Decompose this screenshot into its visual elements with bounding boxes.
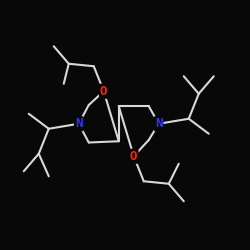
Text: O: O [130, 150, 138, 163]
Text: N: N [75, 117, 82, 130]
Text: N: N [155, 117, 162, 130]
Text: O: O [100, 85, 108, 98]
